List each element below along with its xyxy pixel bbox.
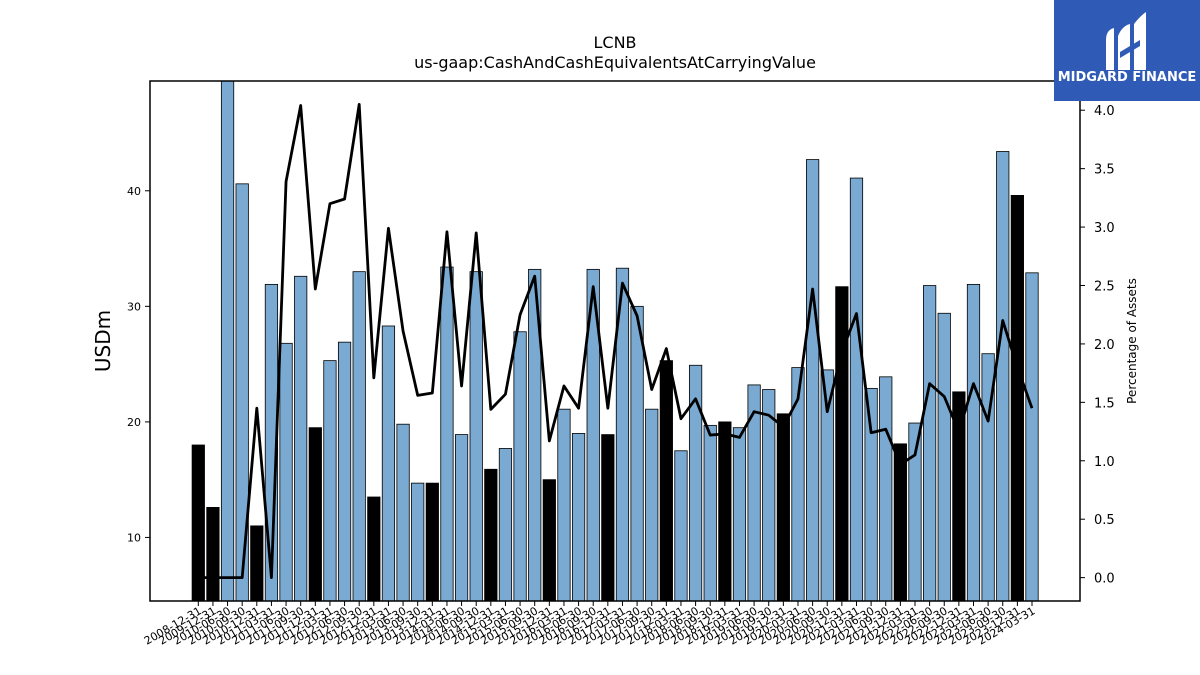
y-axis-left: 10 20 30 40 bbox=[127, 185, 150, 544]
y2-tick-label: 2.5 bbox=[1094, 279, 1115, 294]
bar-2017-06-30 bbox=[630, 305, 644, 602]
bar-2013-09-30 bbox=[411, 482, 425, 602]
midgard-logo-icon bbox=[1106, 12, 1146, 70]
bar-2019-09-30 bbox=[762, 389, 776, 602]
bar-2012-06-30 bbox=[337, 341, 352, 602]
chart-subtitle: us-gaap:CashAndCashEquivalentsAtCarrying… bbox=[414, 53, 816, 72]
bar-2013-06-30 bbox=[396, 423, 410, 602]
bar-2014-03-31 bbox=[440, 266, 454, 602]
bar-2012-03-31 bbox=[323, 360, 337, 602]
bar-2017-12-31 bbox=[659, 360, 673, 602]
y2-tick-label: 1.0 bbox=[1094, 455, 1115, 470]
bar-2021-09-30 bbox=[879, 376, 893, 602]
bar-2018-03-31 bbox=[674, 450, 688, 602]
bar-2016-06-30 bbox=[571, 433, 586, 602]
brand-logo: MIDGARD FINANCE bbox=[1054, 0, 1200, 101]
bar-2014-06-30 bbox=[454, 434, 469, 602]
y-tick-label: 30 bbox=[127, 300, 141, 313]
y-tick-label: 40 bbox=[127, 185, 141, 198]
bar-2013-12-31 bbox=[425, 482, 439, 602]
bar-2011-06-30 bbox=[279, 342, 293, 602]
bar-2015-06-30 bbox=[513, 331, 527, 602]
y2-tick-label: 2.0 bbox=[1094, 338, 1115, 353]
x-axis: 2008-12-312009-12-312010-06-302010-09-30… bbox=[142, 601, 1038, 648]
bar-2020-12-31 bbox=[835, 286, 849, 602]
bar-2022-06-30 bbox=[923, 285, 937, 602]
y2-tick-label: 4.0 bbox=[1094, 104, 1115, 119]
y2-axis-label: Percentage of Assets bbox=[1125, 278, 1139, 404]
brand-name: MIDGARD FINANCE bbox=[1058, 70, 1197, 85]
bar-2010-12-31 bbox=[250, 525, 264, 602]
bar-2019-03-31 bbox=[732, 427, 747, 602]
bar-2020-03-31 bbox=[791, 367, 805, 602]
percentage-line bbox=[198, 102, 1034, 580]
bar-2009-12-31 bbox=[206, 506, 220, 602]
bar-2016-12-31 bbox=[601, 434, 615, 602]
bar-2021-12-31 bbox=[893, 443, 907, 602]
y2-tick-label: 3.0 bbox=[1094, 221, 1115, 236]
bar-2017-09-30 bbox=[645, 408, 659, 602]
bar-2023-12-31 bbox=[1010, 194, 1024, 602]
bar-2020-06-30 bbox=[806, 159, 820, 602]
bar-2021-06-30 bbox=[864, 387, 878, 602]
y2-tick-label: 1.5 bbox=[1094, 396, 1115, 411]
bar-2014-12-31 bbox=[484, 468, 498, 602]
bar-2015-03-31 bbox=[498, 448, 513, 602]
y2-tick-label: 0.0 bbox=[1094, 572, 1115, 587]
y-axis-label: USDm bbox=[91, 310, 115, 372]
bar-2016-03-31 bbox=[557, 408, 571, 602]
bar-2019-12-31 bbox=[776, 413, 790, 602]
bar-2023-03-31 bbox=[966, 283, 981, 602]
bar-2013-03-31 bbox=[381, 325, 396, 602]
plot-frame bbox=[149, 80, 1081, 602]
bar-2024-03-31 bbox=[1025, 272, 1039, 602]
y2-tick-label: 0.5 bbox=[1094, 513, 1115, 528]
y2-tick-label: 3.5 bbox=[1094, 163, 1115, 178]
y-tick-label: 10 bbox=[127, 531, 141, 544]
bar-2015-12-31 bbox=[542, 479, 556, 602]
y-tick-label: 20 bbox=[127, 416, 141, 429]
chart-title: LCNB bbox=[593, 33, 636, 52]
bar-2012-12-31 bbox=[367, 496, 381, 602]
bar-2023-09-30 bbox=[996, 151, 1010, 602]
bar-2014-09-30 bbox=[469, 271, 483, 602]
bar-2010-06-30 bbox=[220, 80, 235, 602]
bar-2018-12-31 bbox=[718, 421, 732, 602]
bar-2018-09-30 bbox=[703, 424, 717, 602]
y-axis-right: 0.0 0.5 1.0 1.5 2.0 2.5 3.0 3.5 4.0 bbox=[1080, 104, 1115, 587]
bar-2011-12-31 bbox=[308, 427, 322, 602]
bar-2012-09-30 bbox=[352, 271, 366, 602]
bar-2022-09-30 bbox=[937, 312, 951, 602]
bar-2011-09-30 bbox=[294, 275, 308, 602]
bar-2021-03-31 bbox=[849, 177, 864, 602]
